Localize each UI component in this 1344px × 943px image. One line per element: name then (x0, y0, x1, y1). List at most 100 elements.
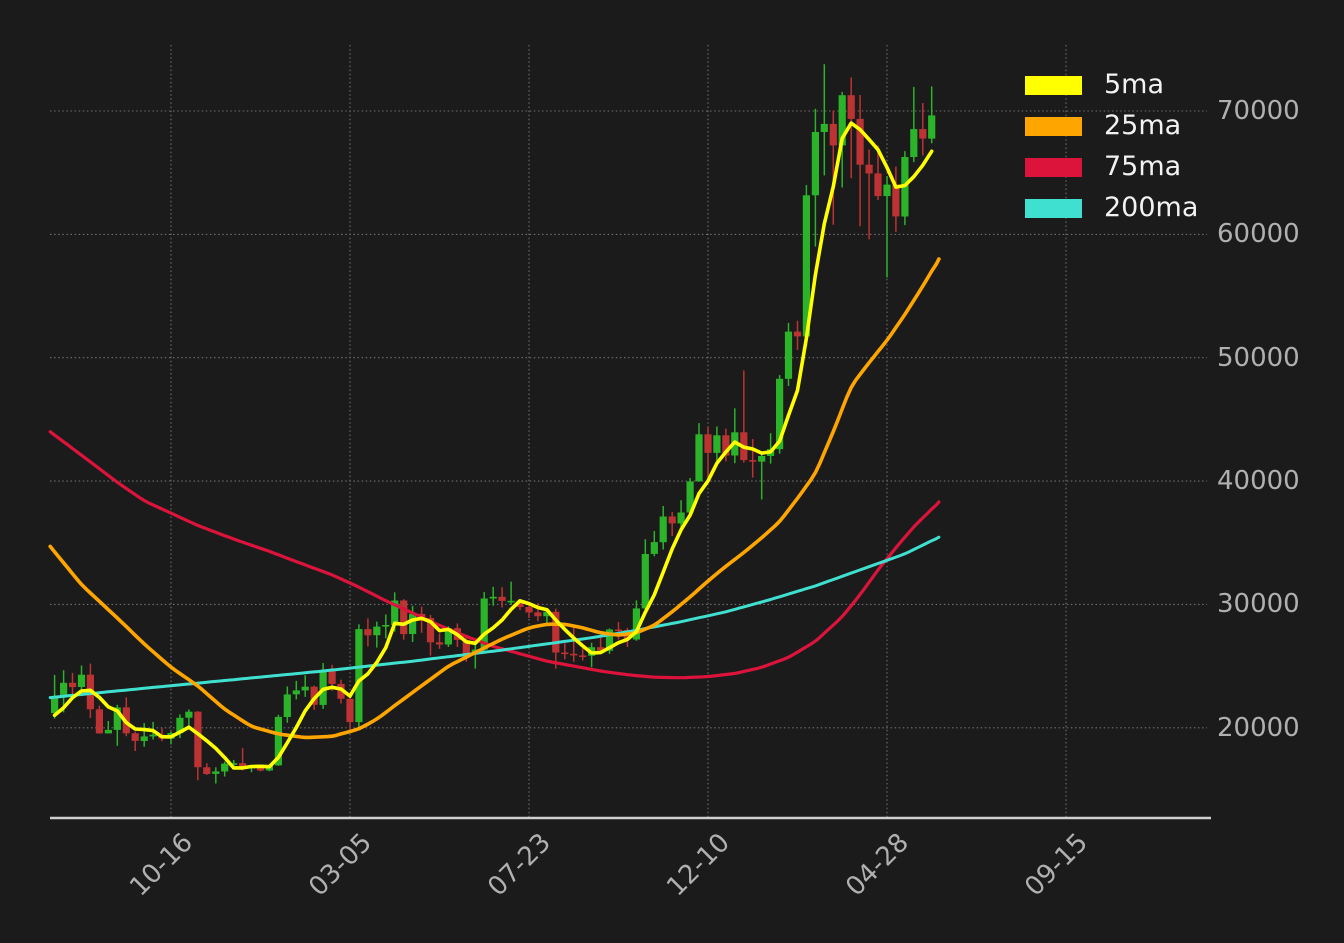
candle-body (310, 686, 318, 705)
candle-body (391, 600, 399, 625)
candle-body (149, 734, 157, 737)
candle-body (51, 697, 59, 714)
candle-body (498, 596, 506, 601)
candle-body (346, 698, 354, 723)
candle-body (919, 129, 927, 139)
candle-body (820, 123, 828, 132)
candle-body (489, 596, 497, 599)
candle-body (507, 600, 515, 603)
candle-body (784, 331, 793, 379)
candle-body (462, 639, 470, 655)
y-axis-tick-label: 20000 (1217, 713, 1300, 743)
candle-body (69, 682, 77, 688)
candle-body (113, 707, 121, 730)
candle-body (104, 729, 112, 734)
candle-body (605, 629, 614, 651)
candle-body (910, 129, 918, 157)
candle-body (221, 763, 229, 772)
candle-body (355, 629, 363, 723)
candle-body (641, 554, 649, 609)
legend-item: 25ma (1025, 112, 1198, 140)
candle-body (337, 683, 345, 699)
candle-body (561, 652, 569, 655)
candle-body (847, 95, 855, 119)
candle-body (60, 682, 68, 698)
candle-body (659, 516, 667, 543)
candle-body (892, 184, 900, 217)
candle-body (650, 542, 658, 554)
ma-line (48, 430, 941, 680)
candle-body (435, 642, 444, 645)
ma-line (48, 257, 941, 740)
candle-body (811, 132, 819, 196)
candle-body (614, 629, 623, 632)
candle-body (686, 481, 694, 513)
candle-body (239, 763, 247, 768)
legend-label: 5ma (1104, 69, 1165, 100)
candle-body (292, 690, 300, 695)
legend-item: 75ma (1025, 153, 1198, 181)
candle-body (677, 512, 685, 524)
candle-body (534, 612, 542, 617)
candle-body (597, 647, 605, 651)
candle-body (283, 694, 291, 717)
candle-body (695, 434, 703, 482)
y-axis-tick-label: 60000 (1217, 219, 1300, 249)
candle-body (364, 629, 372, 636)
candle-body (543, 611, 551, 617)
candle-body (865, 164, 873, 174)
y-axis-tick-label: 40000 (1217, 466, 1300, 496)
candle-body (400, 600, 408, 635)
candle-body (77, 674, 86, 687)
legend-color-swatch (1025, 116, 1082, 136)
candle-body (758, 456, 766, 462)
candle-body (194, 711, 202, 768)
candle-body (928, 115, 936, 139)
candle-body (409, 613, 417, 634)
candle-body (776, 378, 784, 450)
candle-body (516, 600, 524, 607)
candle-body (525, 607, 533, 613)
candle-body (176, 717, 184, 734)
candle-body (185, 711, 193, 718)
candle-body (749, 460, 757, 462)
candle-body (274, 716, 282, 766)
candle-body (382, 625, 390, 627)
candle-body (579, 655, 587, 657)
candle-body (874, 173, 882, 197)
candle-body (328, 670, 336, 684)
legend-item: 5ma (1025, 71, 1198, 99)
candle-body (838, 95, 846, 146)
candle-body (203, 767, 211, 774)
legend-item: 200ma (1025, 194, 1198, 222)
candle-body (301, 686, 309, 691)
candle-body (829, 123, 837, 146)
candle-body (802, 195, 810, 337)
candle-body (256, 766, 265, 771)
candle-body (552, 611, 560, 653)
legend-label: 75ma (1104, 151, 1182, 182)
candle-body (704, 434, 712, 453)
legend-label: 25ma (1104, 110, 1182, 141)
candle-body (632, 608, 640, 640)
y-axis-tick-label: 70000 (1217, 96, 1300, 126)
ma-line (52, 121, 934, 770)
candle-body (95, 709, 103, 734)
candle-body (883, 184, 891, 197)
candle-body (212, 771, 220, 774)
candle-body (230, 763, 238, 765)
candle-body (480, 598, 488, 650)
candle-body (426, 618, 435, 643)
candle-body (444, 628, 452, 645)
candle-body (570, 653, 578, 656)
candle-body (713, 435, 721, 453)
candle-body (722, 435, 730, 456)
legend: 5ma 25ma 75ma 200ma (1025, 71, 1198, 235)
legend-color-swatch (1025, 157, 1082, 177)
candle-body (131, 733, 139, 741)
candle-body (140, 736, 148, 741)
legend-color-swatch (1025, 75, 1082, 95)
candle-body (373, 626, 381, 636)
candle-body (793, 331, 802, 337)
